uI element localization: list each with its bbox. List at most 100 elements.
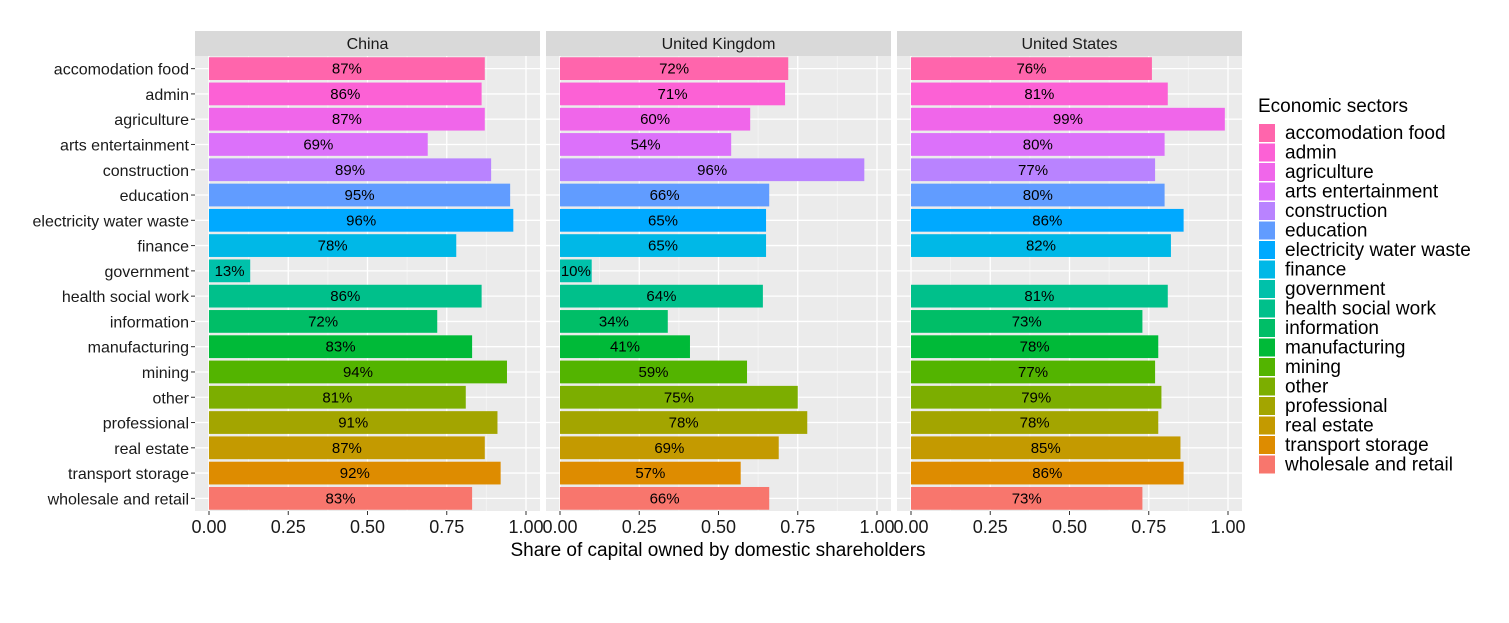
- y-tick-label: finance: [137, 239, 189, 256]
- bar-mining: [560, 360, 748, 384]
- legend-entry-label: construction: [1285, 201, 1387, 222]
- x-tick-label: 0.50: [1052, 517, 1087, 537]
- bar-value-label: 95%: [345, 187, 375, 204]
- bar-value-label: 54%: [631, 136, 661, 153]
- bar-arts-entertainment: [209, 133, 428, 156]
- facet-strip-label: China: [347, 36, 389, 53]
- legend-entry-label: real estate: [1285, 416, 1374, 437]
- bar-value-label: 79%: [1021, 389, 1051, 406]
- x-tick-label: 0.75: [429, 517, 464, 537]
- bar-value-label: 80%: [1023, 187, 1053, 204]
- bar-value-label: 86%: [330, 288, 360, 305]
- legend-entry-label: electricity water waste: [1285, 240, 1471, 261]
- bar-value-label: 78%: [1020, 415, 1050, 432]
- x-tick-label: 0.25: [622, 517, 657, 537]
- bar-value-label: 10%: [561, 263, 591, 280]
- legend-entry-label: mining: [1285, 357, 1341, 378]
- bar-value-label: 66%: [650, 187, 680, 204]
- y-tick-label: agriculture: [114, 112, 189, 129]
- bar-value-label: 83%: [326, 490, 356, 507]
- bar-real-estate: [209, 436, 485, 460]
- bar-value-label: 87%: [332, 61, 362, 78]
- bar-value-label: 94%: [343, 364, 373, 381]
- bar-agriculture: [911, 107, 1225, 131]
- y-tick-label: manufacturing: [88, 340, 189, 357]
- x-tick-label: 1.00: [859, 517, 894, 537]
- bar-value-label: 81%: [1024, 288, 1054, 305]
- x-tick-label: 0.00: [542, 517, 577, 537]
- legend-key: [1259, 436, 1275, 454]
- bar-finance: [560, 234, 767, 257]
- bar-electricity-water-waste: [209, 208, 514, 232]
- bar-arts-entertainment: [560, 133, 732, 156]
- legend-entry-label: other: [1285, 377, 1329, 398]
- bar-value-label: 60%: [640, 111, 670, 128]
- x-tick-label: 0.00: [191, 517, 226, 537]
- x-tick-label: 0.00: [893, 517, 928, 537]
- bar-value-label: 80%: [1023, 136, 1053, 153]
- bar-value-label: 86%: [1032, 212, 1062, 229]
- y-tick-label: arts entertainment: [60, 137, 190, 154]
- bar-value-label: 89%: [335, 162, 365, 179]
- legend-title: Economic sectors: [1258, 96, 1408, 117]
- legend-key: [1259, 338, 1275, 357]
- bar-value-label: 82%: [1026, 238, 1056, 255]
- bar-accomodation-food: [209, 57, 485, 81]
- legend: Economic sectors accomodation foodadmina…: [1258, 96, 1471, 476]
- bar-transport-storage: [560, 461, 741, 485]
- legend-entry-label: information: [1285, 318, 1379, 339]
- bar-value-label: 96%: [346, 212, 376, 229]
- bar-value-label: 72%: [308, 313, 338, 330]
- bar-other: [911, 385, 1162, 409]
- bar-value-label: 81%: [1024, 86, 1054, 103]
- facet-strip: [195, 31, 540, 56]
- bar-value-label: 78%: [1020, 339, 1050, 356]
- legend-key: [1259, 143, 1275, 162]
- legend-key: [1259, 260, 1275, 279]
- bar-value-label: 65%: [648, 212, 678, 229]
- legend-entry-label: agriculture: [1285, 162, 1374, 183]
- bar-value-label: 78%: [318, 238, 348, 255]
- bar-value-label: 65%: [648, 238, 678, 255]
- facet-strip-label: United States: [1021, 36, 1117, 53]
- bar-construction: [209, 158, 492, 182]
- bar-value-label: 59%: [638, 364, 668, 381]
- bar-manufacturing: [911, 335, 1159, 359]
- y-tick-label: real estate: [114, 441, 189, 458]
- bar-government: [560, 259, 592, 283]
- bar-value-label: 86%: [1032, 465, 1062, 482]
- bar-construction: [560, 158, 865, 182]
- panel-united-states: United States76%81%99%80%77%80%86%82%81%…: [893, 31, 1246, 537]
- bar-admin: [560, 82, 786, 106]
- x-tick-label: 0.50: [350, 517, 385, 537]
- bar-value-label: 64%: [646, 288, 676, 305]
- legend-key: [1259, 455, 1275, 474]
- bar-value-label: 69%: [654, 440, 684, 457]
- bar-manufacturing: [560, 335, 690, 359]
- y-tick-label: government: [105, 264, 190, 281]
- legend-entry-label: finance: [1285, 260, 1346, 281]
- bar-professional: [560, 411, 808, 434]
- y-tick-label: information: [110, 314, 189, 331]
- bar-agriculture: [560, 107, 751, 131]
- bar-value-label: 92%: [340, 465, 370, 482]
- bar-education: [560, 183, 770, 207]
- bar-admin: [209, 82, 482, 106]
- legend-key: [1259, 182, 1275, 201]
- bar-information: [560, 310, 668, 333]
- legend-entry-label: wholesale and retail: [1284, 455, 1453, 476]
- bar-mining: [911, 360, 1156, 384]
- bar-value-label: 34%: [599, 313, 629, 330]
- facet-strip: [546, 31, 891, 56]
- bar-finance: [209, 234, 457, 257]
- y-tick-label: accomodation food: [54, 62, 189, 79]
- legend-entry-label: professional: [1285, 396, 1387, 417]
- bar-value-label: 87%: [332, 440, 362, 457]
- bar-value-label: 66%: [650, 490, 680, 507]
- legend-entry-label: transport storage: [1285, 435, 1429, 456]
- bar-value-label: 77%: [1018, 162, 1048, 179]
- bar-education: [911, 183, 1165, 207]
- bar-transport-storage: [911, 461, 1184, 485]
- bar-admin: [911, 82, 1168, 106]
